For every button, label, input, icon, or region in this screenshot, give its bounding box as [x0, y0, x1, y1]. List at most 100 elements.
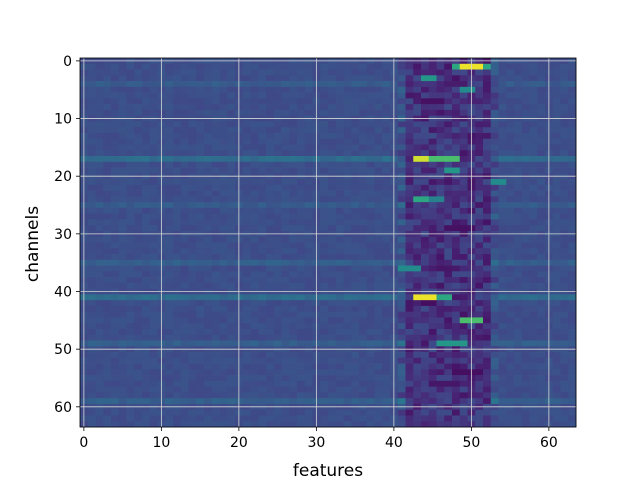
heatmap-cell — [359, 104, 368, 111]
heatmap-cell — [560, 265, 569, 272]
heatmap-cell — [335, 109, 344, 117]
heatmap-cell — [126, 352, 135, 359]
heatmap-cell — [537, 357, 546, 364]
heatmap-cell — [320, 109, 329, 117]
heatmap-cell — [180, 86, 189, 93]
heatmap-cell — [266, 98, 275, 105]
heatmap-cell — [552, 259, 561, 266]
heatmap-cell — [568, 132, 577, 140]
heatmap-cell — [103, 150, 112, 157]
heatmap-cell — [343, 357, 352, 364]
heatmap-cell — [204, 334, 213, 341]
heatmap-cell — [134, 109, 143, 117]
heatmap-cell — [560, 75, 569, 82]
heatmap-cell — [165, 207, 174, 215]
heatmap-cell — [475, 81, 484, 88]
heatmap-cell — [87, 352, 96, 359]
heatmap-cell — [273, 265, 282, 272]
heatmap-cell — [382, 271, 391, 278]
heatmap-cell — [506, 207, 515, 215]
heatmap-cell — [304, 219, 313, 226]
heatmap-cell — [227, 254, 236, 261]
heatmap-cell — [436, 109, 445, 117]
heatmap-cell — [521, 409, 530, 416]
heatmap-cell — [436, 386, 445, 393]
heatmap-cell — [297, 98, 306, 105]
heatmap-cell — [95, 317, 104, 324]
heatmap-cell — [452, 282, 461, 289]
heatmap-cell — [328, 323, 337, 330]
heatmap-cell — [87, 357, 96, 364]
heatmap-cell — [366, 138, 375, 145]
grid-lines — [80, 58, 576, 427]
heatmap-cell — [250, 271, 259, 278]
heatmap-cell — [180, 127, 189, 134]
heatmap-cell — [204, 265, 213, 272]
heatmap-cell — [351, 184, 360, 191]
heatmap-cell — [142, 196, 151, 203]
heatmap-cell — [568, 144, 577, 151]
heatmap-cell — [374, 207, 383, 215]
heatmap-cell — [421, 184, 430, 191]
heatmap-cell — [366, 86, 375, 93]
heatmap-cell — [537, 69, 546, 76]
heatmap-cell — [568, 328, 577, 336]
heatmap-cell — [87, 277, 96, 284]
heatmap-cell — [366, 150, 375, 157]
heatmap-cell — [498, 104, 507, 111]
heatmap-cell — [421, 98, 430, 105]
heatmap-cell — [490, 144, 499, 151]
heatmap-cell — [87, 219, 96, 226]
heatmap-cell — [281, 179, 290, 186]
heatmap-cell — [405, 386, 414, 393]
heatmap-cell — [568, 323, 577, 330]
heatmap-cell — [568, 138, 577, 145]
heatmap-cell — [196, 86, 205, 93]
heatmap-cell — [405, 415, 414, 422]
heatmap-cell — [204, 219, 213, 226]
heatmap-cell — [142, 132, 151, 140]
heatmap-cell — [374, 219, 383, 226]
heatmap-cell — [343, 340, 352, 347]
heatmap-cell — [173, 305, 182, 313]
heatmap-cell — [335, 161, 344, 168]
heatmap-cell — [359, 236, 368, 243]
heatmap-cell — [87, 259, 96, 266]
heatmap-cell — [359, 352, 368, 359]
heatmap-cell — [428, 121, 437, 128]
heatmap-cell — [328, 207, 337, 215]
heatmap-cell — [335, 225, 344, 232]
heatmap-cell — [459, 334, 468, 341]
heatmap-cell — [459, 86, 468, 93]
heatmap-cell — [134, 398, 143, 405]
heatmap-cell — [436, 184, 445, 191]
heatmap-cell — [498, 75, 507, 82]
heatmap-cell — [483, 265, 492, 272]
heatmap-cell — [258, 236, 267, 243]
heatmap-cell — [529, 190, 538, 197]
heatmap-cell — [134, 392, 143, 399]
heatmap-cell — [281, 392, 290, 399]
heatmap-cell — [204, 156, 213, 163]
heatmap-cell — [413, 156, 422, 163]
heatmap-cell — [173, 317, 182, 324]
heatmap-cell — [498, 196, 507, 203]
heatmap-cell — [459, 132, 468, 140]
heatmap-cell — [320, 184, 329, 191]
heatmap-cell — [126, 242, 135, 249]
heatmap-cell — [227, 150, 236, 157]
heatmap-cell — [281, 248, 290, 255]
heatmap-cell — [343, 259, 352, 266]
heatmap-cell — [87, 317, 96, 324]
heatmap-cell — [359, 398, 368, 405]
heatmap-cell — [459, 386, 468, 393]
heatmap-cell — [351, 242, 360, 249]
heatmap-cell — [459, 207, 468, 215]
heatmap-cell — [242, 242, 251, 249]
heatmap-cell — [250, 421, 259, 428]
heatmap-cell — [529, 352, 538, 359]
heatmap-cell — [126, 386, 135, 393]
heatmap-cell — [242, 323, 251, 330]
heatmap-cell — [421, 392, 430, 399]
heatmap-cell — [173, 369, 182, 376]
